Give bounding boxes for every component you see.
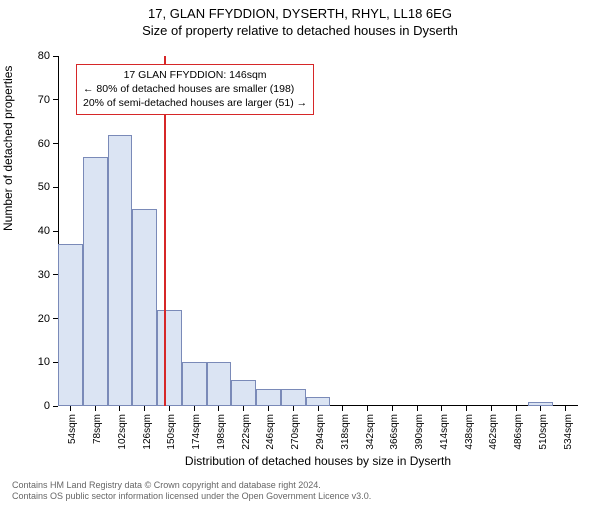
x-tick-label: 294sqm: [315, 414, 326, 450]
histogram-bar: [182, 362, 207, 406]
x-tick: [540, 406, 541, 411]
histogram-bar: [231, 380, 256, 406]
x-tick-label: 486sqm: [513, 414, 524, 450]
y-axis-label: Number of detached properties: [1, 66, 15, 231]
y-tick-label: 30: [38, 269, 50, 281]
histogram-bar: [83, 157, 108, 406]
x-tick-label: 510sqm: [538, 414, 549, 450]
info-line-1: 17 GLAN FFYDDION: 146sqm: [83, 68, 307, 82]
x-tick-label: 270sqm: [290, 414, 301, 450]
histogram-bar: [207, 362, 232, 406]
x-axis-label: Distribution of detached houses by size …: [58, 454, 578, 468]
x-tick-label: 366sqm: [389, 414, 400, 450]
x-tick-label: 174sqm: [191, 414, 202, 450]
x-tick: [441, 406, 442, 411]
x-tick: [268, 406, 269, 411]
x-tick-label: 246sqm: [265, 414, 276, 450]
chart-title-main: 17, GLAN FFYDDION, DYSERTH, RHYL, LL18 6…: [0, 6, 600, 21]
y-tick-label: 40: [38, 225, 50, 237]
x-tick-label: 390sqm: [414, 414, 425, 450]
footer-attribution: Contains HM Land Registry data © Crown c…: [12, 480, 371, 502]
footer-line-2: Contains OS public sector information li…: [12, 491, 371, 502]
x-tick: [70, 406, 71, 411]
x-tick: [491, 406, 492, 411]
y-tick: [53, 143, 58, 144]
y-tick-label: 80: [38, 50, 50, 62]
x-tick: [169, 406, 170, 411]
x-tick: [194, 406, 195, 411]
x-tick: [466, 406, 467, 411]
x-tick: [144, 406, 145, 411]
histogram-bar: [281, 389, 306, 407]
histogram-bar: [108, 135, 133, 406]
x-tick-label: 78sqm: [92, 414, 103, 444]
x-tick-label: 462sqm: [488, 414, 499, 450]
histogram-bar: [132, 209, 157, 406]
info-line-2: ← 80% of detached houses are smaller (19…: [83, 82, 307, 96]
x-tick: [516, 406, 517, 411]
chart-title-sub: Size of property relative to detached ho…: [0, 23, 600, 38]
y-tick-label: 50: [38, 181, 50, 193]
y-tick: [53, 99, 58, 100]
x-tick-label: 222sqm: [241, 414, 252, 450]
y-tick-label: 20: [38, 313, 50, 325]
x-tick: [243, 406, 244, 411]
x-tick: [367, 406, 368, 411]
y-tick-label: 10: [38, 356, 50, 368]
y-tick: [53, 56, 58, 57]
x-tick: [342, 406, 343, 411]
y-tick: [53, 187, 58, 188]
histogram-bar: [157, 310, 182, 406]
x-tick-label: 102sqm: [117, 414, 128, 450]
histogram-bar: [58, 244, 83, 406]
x-tick: [392, 406, 393, 411]
x-tick: [293, 406, 294, 411]
x-tick-label: 150sqm: [166, 414, 177, 450]
reference-info-box: 17 GLAN FFYDDION: 146sqm← 80% of detache…: [76, 64, 314, 115]
histogram-bar: [256, 389, 281, 407]
footer-line-1: Contains HM Land Registry data © Crown c…: [12, 480, 371, 491]
x-tick-label: 342sqm: [365, 414, 376, 450]
x-tick: [95, 406, 96, 411]
x-tick: [318, 406, 319, 411]
y-tick-label: 60: [38, 138, 50, 150]
y-tick-label: 70: [38, 94, 50, 106]
y-tick-label: 0: [44, 400, 50, 412]
x-tick-label: 126sqm: [142, 414, 153, 450]
x-tick-label: 318sqm: [340, 414, 351, 450]
plot-area: 0102030405060708054sqm78sqm102sqm126sqm1…: [58, 56, 578, 406]
histogram-bar: [306, 397, 331, 406]
x-tick-label: 198sqm: [216, 414, 227, 450]
x-tick: [119, 406, 120, 411]
x-tick-label: 534sqm: [563, 414, 574, 450]
x-tick: [417, 406, 418, 411]
x-tick-label: 54sqm: [67, 414, 78, 444]
info-line-3: 20% of semi-detached houses are larger (…: [83, 96, 307, 110]
x-tick: [218, 406, 219, 411]
x-tick: [565, 406, 566, 411]
y-tick: [53, 231, 58, 232]
x-tick-label: 414sqm: [439, 414, 450, 450]
x-tick-label: 438sqm: [464, 414, 475, 450]
